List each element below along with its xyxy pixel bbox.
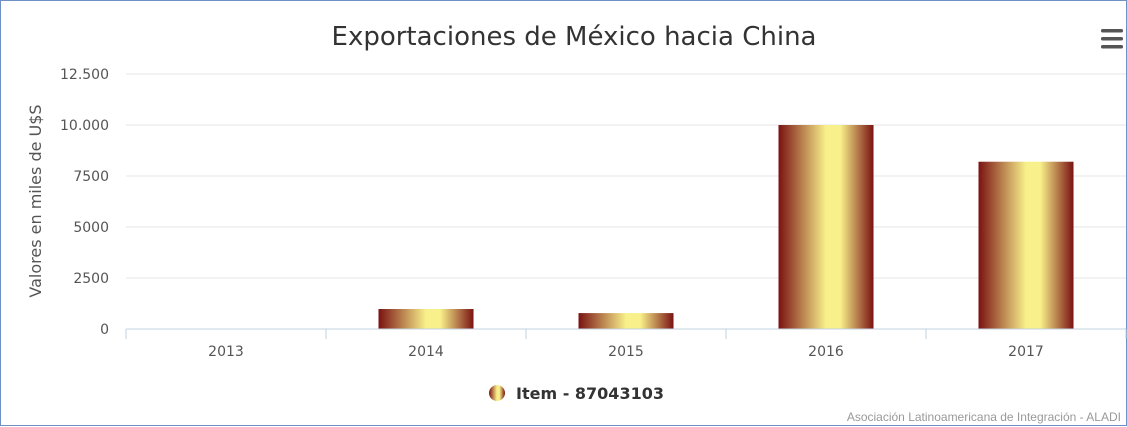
credit-text[interactable]: Asociación Latinoamericana de Integració…: [847, 410, 1121, 424]
x-axis: 2013 2014 2015 2016 2017: [125, 328, 1127, 360]
y-tick-label: 5000: [73, 220, 109, 236]
x-tick-label: 2016: [808, 344, 844, 360]
x-tick-label: 2013: [208, 344, 244, 360]
legend-symbol-icon: [489, 385, 505, 401]
legend-item[interactable]: Item - 87043103: [489, 384, 664, 403]
bar[interactable]: [778, 125, 874, 329]
legend-label: Item - 87043103: [516, 384, 664, 403]
x-tick-label: 2015: [608, 344, 644, 360]
y-tick-label: 12.500: [60, 67, 109, 83]
chart-title: Exportaciones de México hacia China: [332, 22, 817, 52]
y-tick-label: 2500: [73, 271, 109, 287]
x-tick-label: 2014: [408, 344, 444, 360]
y-tick-label: 7500: [73, 169, 109, 185]
hamburger-menu-icon[interactable]: [1101, 29, 1123, 49]
y-tick-label: 10.000: [60, 118, 109, 134]
x-tick-label: 2017: [1008, 344, 1044, 360]
y-axis-ticks: 0 2500 5000 7500 10.000 12.500: [60, 67, 109, 338]
bars: [378, 125, 1074, 329]
bar[interactable]: [378, 309, 474, 329]
y-tick-label: 0: [100, 322, 109, 338]
y-axis-label: Valores en miles de U$S: [26, 104, 45, 297]
gridlines: [126, 73, 1126, 279]
bar[interactable]: [578, 313, 674, 329]
bar[interactable]: [978, 161, 1074, 329]
